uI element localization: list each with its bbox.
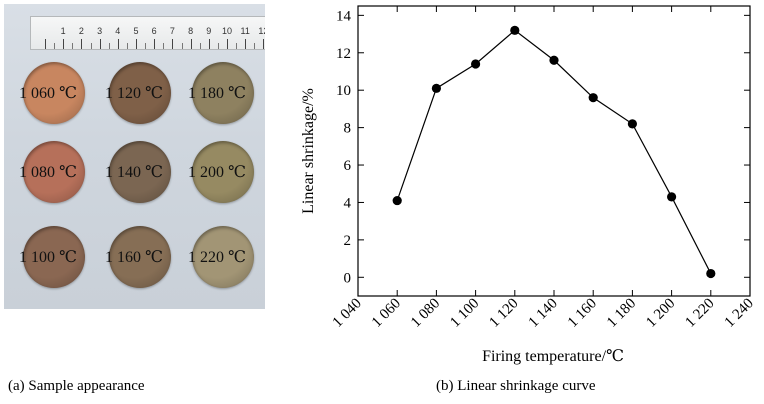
- sample-disc: [192, 226, 254, 288]
- y-tick-label: 2: [344, 233, 352, 249]
- ruler-tick: [208, 39, 210, 49]
- ruler-tick: [199, 43, 201, 49]
- y-tick-label: 14: [336, 8, 352, 24]
- ruler-tick: [126, 43, 128, 49]
- y-tick-label: 0: [344, 270, 352, 286]
- y-tick-label: 8: [344, 121, 352, 137]
- caption-a: (a) Sample appearance: [8, 378, 145, 394]
- ruler-number: 7: [169, 26, 175, 36]
- ruler-number: 12: [258, 26, 265, 36]
- ruler-tick: [245, 39, 247, 49]
- ruler-tick: [108, 43, 110, 49]
- x-tick-label: 1 100: [447, 296, 482, 331]
- ruler-tick: [90, 43, 92, 49]
- ruler-tick: [63, 39, 65, 49]
- sample-label: 1 160 ℃: [105, 249, 163, 266]
- ruler-tick: [263, 39, 265, 49]
- x-tick-label: 1 120: [486, 296, 521, 331]
- ruler-number: 1: [60, 26, 66, 36]
- sample-disc: [23, 62, 85, 124]
- x-tick-label: 1 220: [682, 296, 717, 331]
- ruler-tick: [172, 39, 174, 49]
- sample-disc: [109, 62, 171, 124]
- sample-label: 1 200 ℃: [188, 164, 246, 181]
- ruler-number: 11: [240, 26, 250, 36]
- sample-label: 1 180 ℃: [188, 85, 246, 102]
- sample-disc: [192, 62, 254, 124]
- ruler-number: 8: [188, 26, 194, 36]
- ruler-number: 9: [206, 26, 212, 36]
- sample-disc: [109, 226, 171, 288]
- ruler-tick: [117, 39, 119, 49]
- data-point: [627, 119, 638, 129]
- ruler-tick: [136, 39, 137, 49]
- x-tick-label: 1 140: [526, 296, 561, 331]
- sample-disc: [109, 141, 171, 203]
- sample-disc: [23, 226, 85, 288]
- ruler-tick: [99, 39, 101, 49]
- sample-label: 1 140 ℃: [105, 164, 163, 181]
- ruler-number: 3: [97, 26, 103, 36]
- y-axis-title: Linear shrinkage/%: [300, 88, 317, 214]
- plot-frame: [357, 5, 751, 297]
- ruler-tick: [154, 39, 156, 49]
- sample-photo: 123456789101112 1 060 ℃1 120 ℃1 180 ℃1 0…: [4, 4, 265, 309]
- ruler-number: 2: [78, 26, 84, 36]
- ruler-tick: [72, 43, 74, 49]
- data-point: [667, 192, 677, 202]
- ruler: 123456789101112: [30, 16, 265, 50]
- ruler-tick: [163, 43, 165, 49]
- x-tick-label: 1 080: [408, 296, 443, 331]
- data-point: [706, 268, 716, 279]
- y-tick-label: 6: [344, 158, 352, 174]
- y-tick-label: 10: [336, 83, 351, 99]
- sample-label: 1 100 ℃: [19, 249, 77, 266]
- x-tick-label: 1 160: [565, 296, 600, 331]
- data-point: [471, 59, 481, 69]
- x-axis-title: Firing temperature/℃: [482, 348, 624, 365]
- ruler-tick: [254, 43, 256, 49]
- ruler-number: 5: [133, 26, 139, 36]
- sample-label: 1 220 ℃: [188, 249, 246, 266]
- caption-b: (b) Linear shrinkage curve: [436, 378, 596, 394]
- data-point: [588, 93, 598, 103]
- ruler-tick: [236, 43, 238, 49]
- data-point: [549, 55, 559, 65]
- ruler-tick: [45, 39, 46, 49]
- x-tick-label: 1 180: [604, 296, 639, 331]
- sample-disc: [23, 141, 85, 203]
- data-point: [392, 195, 402, 206]
- sample-disc: [192, 141, 254, 203]
- data-point: [431, 83, 441, 93]
- y-tick-label: 12: [336, 46, 351, 62]
- sample-label: 1 120 ℃: [105, 85, 163, 102]
- ruler-tick: [217, 43, 219, 49]
- ruler-tick: [81, 39, 83, 49]
- ruler-tick: [190, 39, 192, 49]
- series-line: [396, 29, 712, 274]
- ruler-tick: [145, 43, 147, 49]
- ruler-number: 10: [221, 26, 233, 36]
- data-point: [510, 25, 520, 35]
- x-tick-label: 1 200: [643, 296, 678, 331]
- ruler-tick: [227, 39, 228, 49]
- ruler-number: 4: [115, 26, 121, 36]
- x-tick-label: 1 060: [369, 296, 404, 331]
- ruler-tick: [54, 43, 56, 49]
- y-tick-label: 4: [344, 195, 352, 211]
- sample-label: 1 060 ℃: [19, 85, 77, 102]
- ruler-tick: [181, 43, 183, 49]
- x-tick-label: 1 040: [330, 296, 365, 331]
- sample-label: 1 080 ℃: [19, 164, 77, 181]
- ruler-number: 6: [151, 26, 157, 36]
- x-tick-label: 1 240: [722, 296, 757, 331]
